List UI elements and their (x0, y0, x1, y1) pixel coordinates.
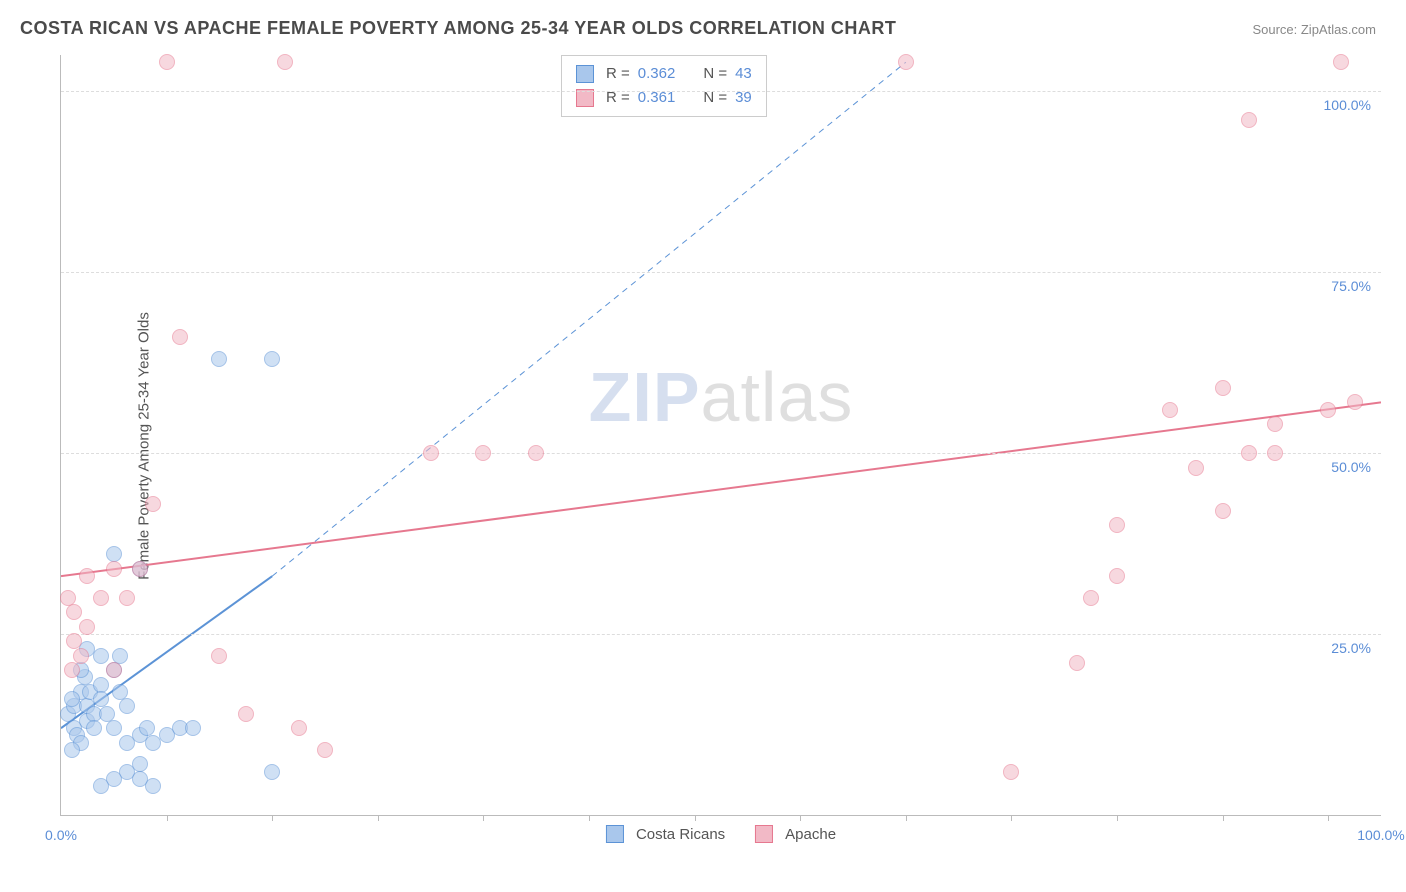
chart-plot-area: ZIPatlas R =0.362N =43R =0.361N =39 Cost… (60, 55, 1381, 816)
gridline (61, 91, 1381, 92)
data-point (423, 445, 439, 461)
data-point (106, 561, 122, 577)
data-point (238, 706, 254, 722)
gridline (61, 634, 1381, 635)
n-label: N = (703, 86, 727, 110)
data-point (898, 54, 914, 70)
data-point (159, 54, 175, 70)
gridline (61, 272, 1381, 273)
data-point (528, 445, 544, 461)
legend-swatch (755, 825, 773, 843)
data-point (475, 445, 491, 461)
legend-swatch (576, 65, 594, 83)
r-value: 0.362 (638, 62, 676, 86)
data-point (64, 742, 80, 758)
data-point (93, 778, 109, 794)
data-point (1162, 402, 1178, 418)
data-point (172, 329, 188, 345)
data-point (79, 568, 95, 584)
data-point (1083, 590, 1099, 606)
r-value: 0.361 (638, 86, 676, 110)
x-tick-mark (1011, 815, 1012, 821)
legend-stats-row: R = 0.361 N = 39 (576, 86, 752, 110)
data-point (1347, 394, 1363, 410)
data-point (1333, 54, 1349, 70)
n-value: 39 (735, 86, 752, 110)
x-tick-mark (167, 815, 168, 821)
n-value: 43 (735, 62, 752, 86)
data-point (1267, 445, 1283, 461)
data-point (317, 742, 333, 758)
data-point (1241, 445, 1257, 461)
data-point (66, 604, 82, 620)
data-point (277, 54, 293, 70)
trend-lines-layer (61, 55, 1381, 815)
watermark-atlas: atlas (701, 358, 854, 436)
data-point (264, 351, 280, 367)
data-point (119, 698, 135, 714)
data-point (93, 590, 109, 606)
data-point (1267, 416, 1283, 432)
data-point (145, 496, 161, 512)
data-point (79, 619, 95, 635)
data-point (185, 720, 201, 736)
data-point (1109, 568, 1125, 584)
data-point (211, 351, 227, 367)
x-tick-mark (483, 815, 484, 821)
y-tick-label: 75.0% (1331, 278, 1371, 294)
data-point (1188, 460, 1204, 476)
x-tick-mark (1223, 815, 1224, 821)
data-point (1109, 517, 1125, 533)
data-point (1320, 402, 1336, 418)
data-point (64, 691, 80, 707)
legend-label: Apache (785, 826, 836, 843)
data-point (1241, 112, 1257, 128)
x-tick-mark (695, 815, 696, 821)
x-tick-mark (589, 815, 590, 821)
n-label: N = (703, 62, 727, 86)
source-attribution: Source: ZipAtlas.com (1252, 22, 1376, 37)
x-tick-mark (906, 815, 907, 821)
data-point (211, 648, 227, 664)
legend-stats-row: R = 0.362 N = 43 (576, 62, 752, 86)
legend-bottom: Costa Ricans Apache (606, 825, 836, 843)
x-tick-mark (1117, 815, 1118, 821)
data-point (264, 764, 280, 780)
x-tick-mark (378, 815, 379, 821)
data-point (106, 720, 122, 736)
source-link[interactable]: ZipAtlas.com (1301, 22, 1376, 37)
chart-title: COSTA RICAN VS APACHE FEMALE POVERTY AMO… (20, 18, 896, 39)
x-tick-mark (800, 815, 801, 821)
data-point (106, 662, 122, 678)
data-point (1215, 380, 1231, 396)
data-point (119, 590, 135, 606)
data-point (1215, 503, 1231, 519)
y-tick-label: 50.0% (1331, 459, 1371, 475)
legend-swatch (606, 825, 624, 843)
data-point (132, 561, 148, 577)
data-point (1069, 655, 1085, 671)
x-tick-label: 100.0% (1357, 827, 1404, 843)
gridline (61, 453, 1381, 454)
source-label: Source: (1252, 22, 1300, 37)
data-point (64, 662, 80, 678)
y-tick-label: 25.0% (1331, 640, 1371, 656)
data-point (132, 771, 148, 787)
watermark: ZIPatlas (589, 357, 854, 437)
data-point (291, 720, 307, 736)
y-tick-label: 100.0% (1324, 97, 1371, 113)
r-label: R = (606, 62, 630, 86)
x-tick-mark (272, 815, 273, 821)
r-label: R = (606, 86, 630, 110)
legend-label: Costa Ricans (636, 826, 725, 843)
x-tick-mark (1328, 815, 1329, 821)
legend-stats-box: R = 0.362 N = 43 R = 0.361 N = 39 (561, 55, 767, 117)
data-point (86, 720, 102, 736)
legend-item[interactable]: Costa Ricans (606, 825, 725, 843)
watermark-zip: ZIP (589, 358, 701, 436)
data-point (1003, 764, 1019, 780)
x-tick-label: 0.0% (45, 827, 77, 843)
data-point (73, 648, 89, 664)
legend-item[interactable]: Apache (755, 825, 836, 843)
